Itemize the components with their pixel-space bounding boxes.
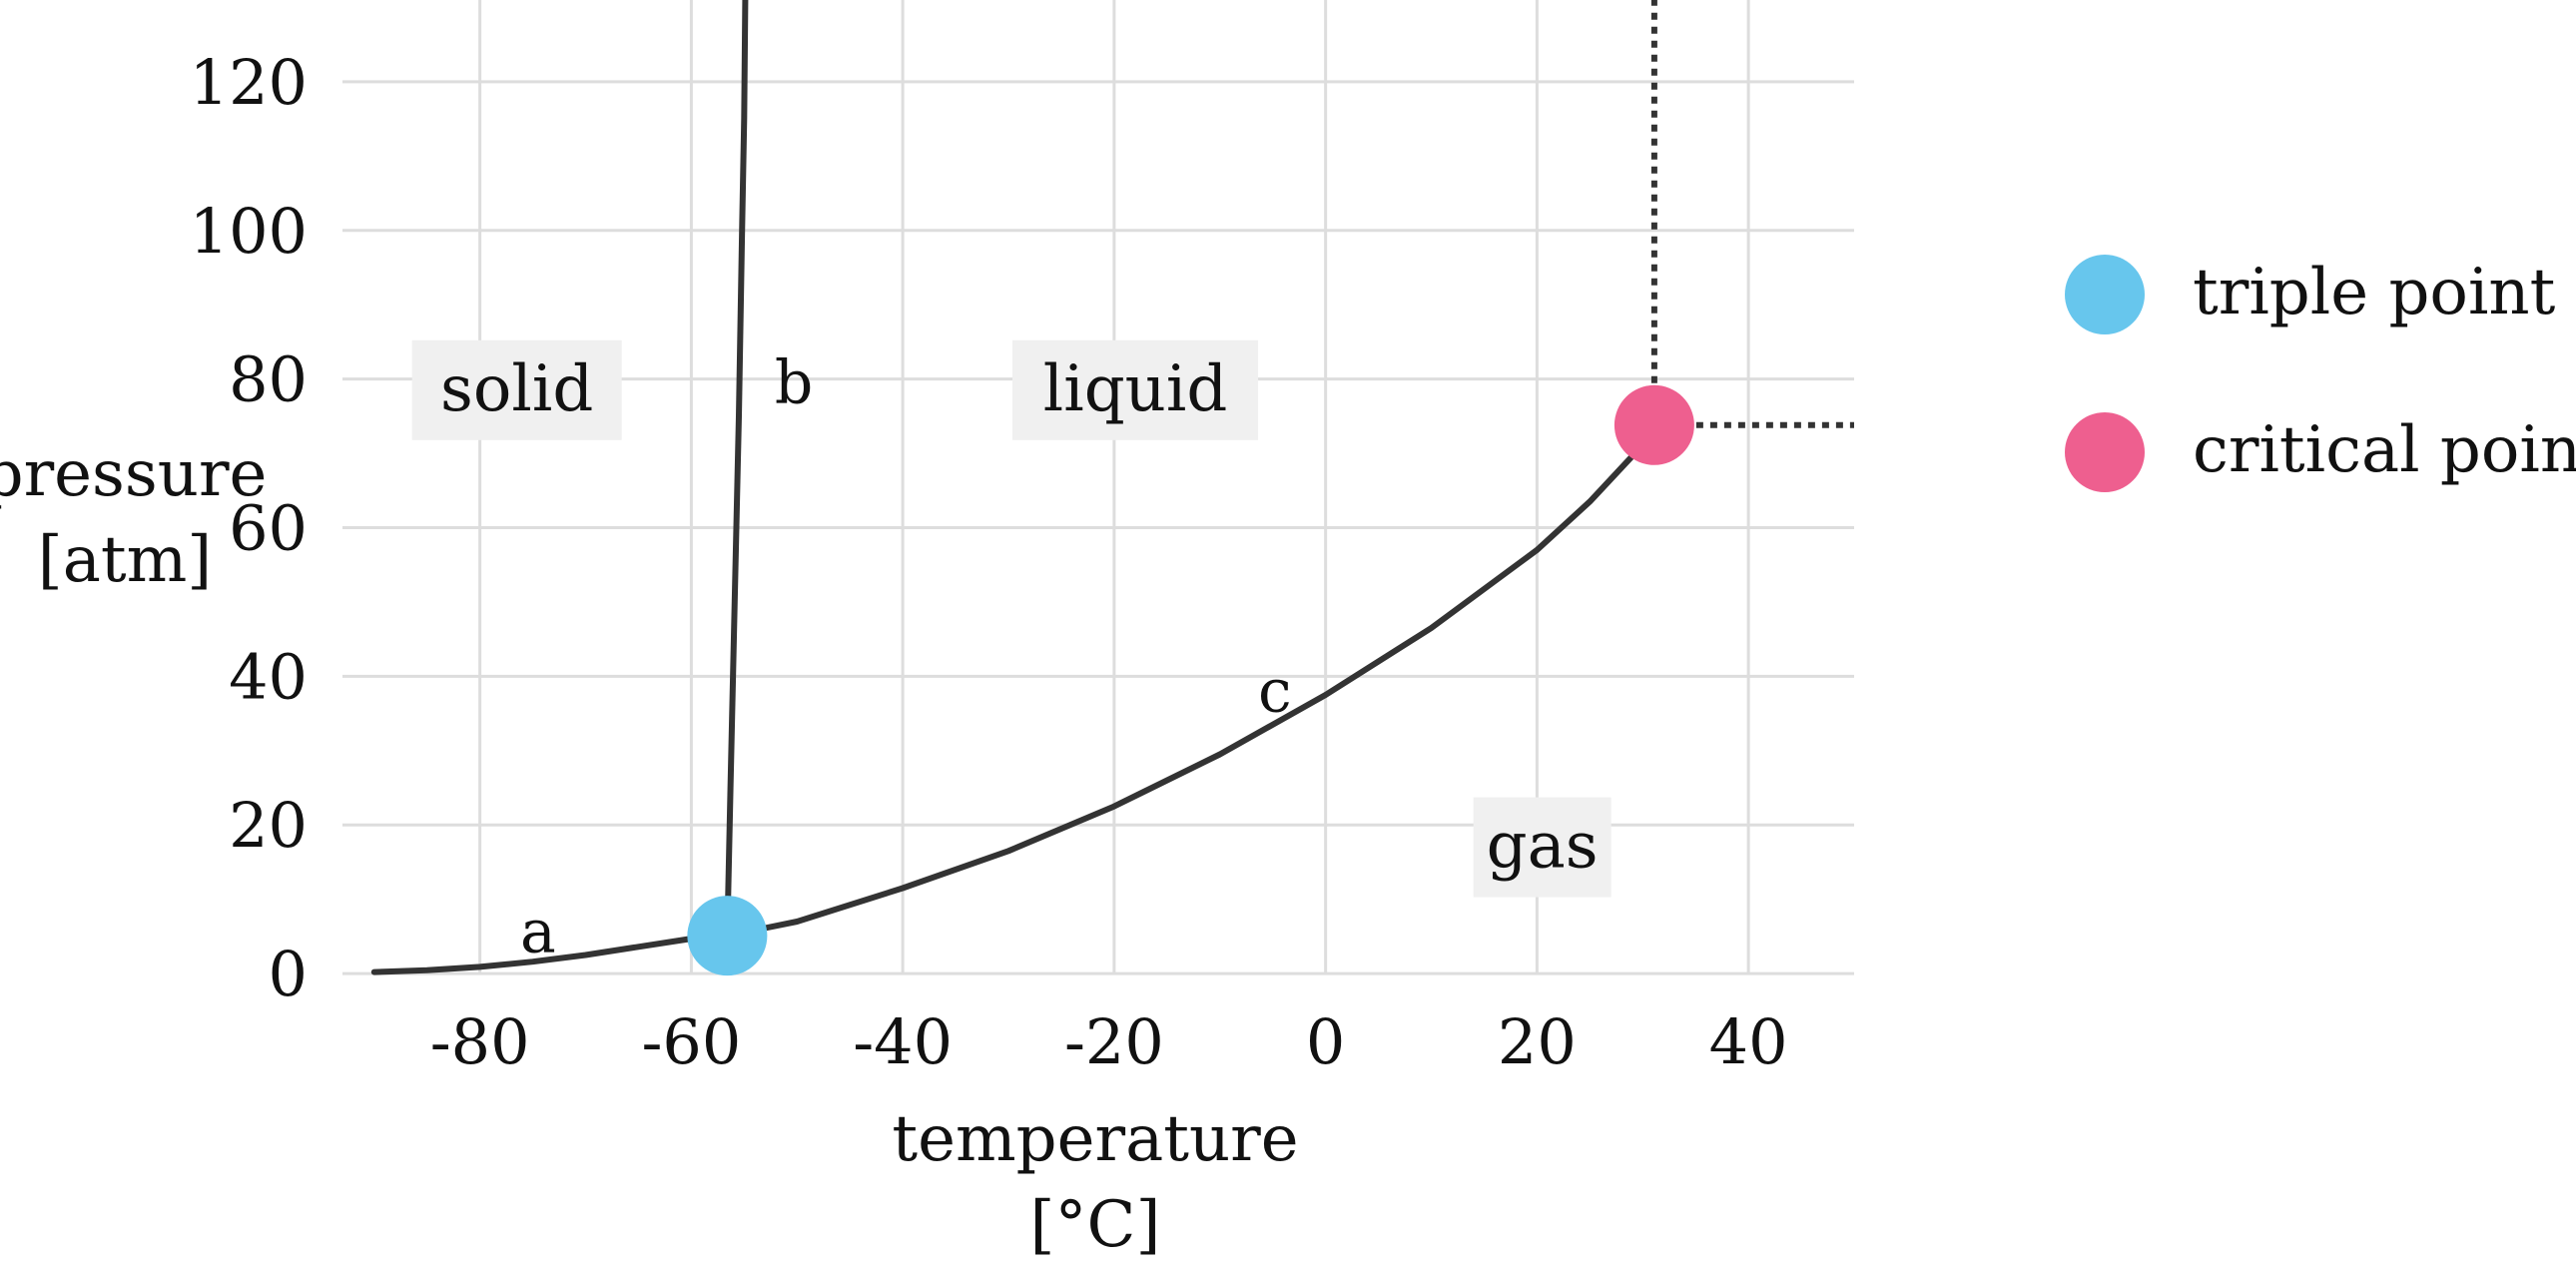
region-label-gas: gas (1473, 797, 1611, 898)
region-label-box (411, 339, 622, 440)
curve-label-a: a (520, 897, 556, 966)
tick-labels: -80 -60 -40 -20 0 20 40 0 20 40 60 80 100 120 (190, 46, 1788, 1078)
x-tick-label: 0 (1306, 1005, 1345, 1078)
curve-labels: a b c (520, 347, 1292, 966)
region-label-box (1012, 339, 1259, 440)
y-axis-label-line-2: [atm] (38, 523, 213, 597)
x-tick-label: -60 (641, 1005, 741, 1078)
x-axis-label-line-2: [°C] (1030, 1188, 1161, 1262)
y-tick-label: 80 (229, 343, 308, 416)
y-tick-label: 120 (190, 46, 308, 119)
legend-triple-point-label: triple point (2193, 256, 2556, 329)
region-label-liquid: liquid (1012, 339, 1259, 440)
x-tick-label: 20 (1498, 1005, 1577, 1078)
region-labels: solid liquid gas (411, 339, 1611, 898)
y-axis-label-line-1: pressure (0, 437, 267, 511)
x-tick-label: -80 (430, 1005, 530, 1078)
y-tick-label: 0 (269, 938, 308, 1010)
legend-triple-point-marker (2065, 255, 2145, 334)
critical-point-marker (1613, 384, 1694, 465)
curve-label-b: b (775, 347, 813, 417)
critical-point-guides (1650, 0, 1854, 428)
x-tick-label: -40 (853, 1005, 953, 1078)
x-tick-label: -20 (1064, 1005, 1164, 1078)
y-tick-label: 100 (190, 195, 308, 268)
curve-label-c: c (1258, 656, 1292, 726)
boundary-curve-a (370, 933, 731, 975)
y-tick-label: 60 (229, 491, 308, 564)
region-label-text: gas (1487, 810, 1599, 884)
region-label-text: liquid (1043, 352, 1228, 426)
region-label-solid: solid (411, 339, 622, 440)
legend-critical-point-label: critical point (2193, 413, 2576, 487)
boundary-curve-c (724, 429, 1657, 940)
boundary-curve-b (724, 0, 749, 940)
region-label-box (1473, 797, 1611, 898)
triple-point-marker (687, 896, 768, 976)
y-tick-label: 40 (229, 640, 308, 713)
region-label-text: solid (440, 352, 593, 426)
grid (342, 0, 1854, 975)
special-points (687, 384, 1694, 976)
x-tick-label: 40 (1709, 1005, 1788, 1078)
phase-boundaries (370, 0, 1657, 975)
legend: triple point critical point (2065, 255, 2576, 492)
legend-critical-point-marker (2065, 412, 2145, 492)
x-axis-label-line-1: temperature (892, 1102, 1298, 1176)
y-tick-label: 20 (229, 789, 308, 862)
